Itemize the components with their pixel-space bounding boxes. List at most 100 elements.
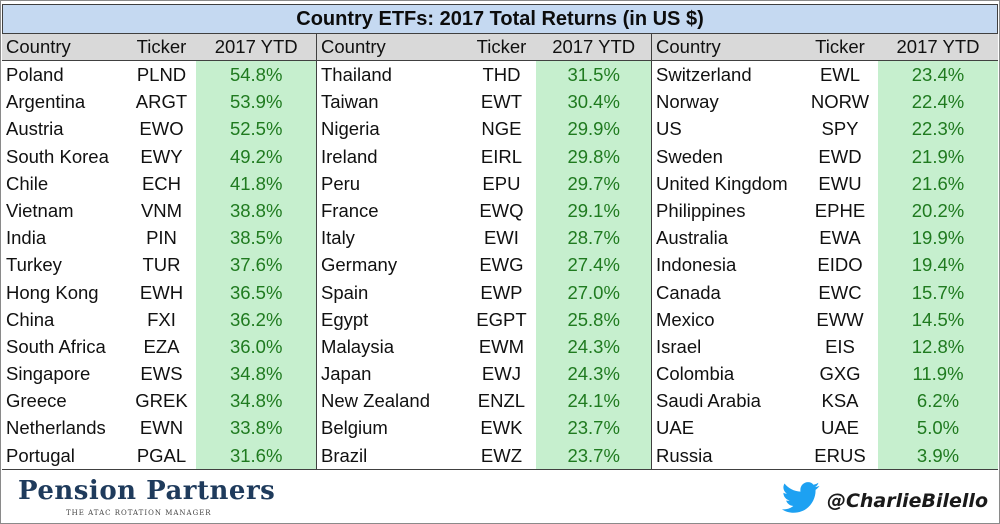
ytd-return-cell: 24.1% [536, 387, 651, 415]
ytd-return-cell: 5.0% [878, 414, 998, 442]
ticker-cell: SPY [821, 118, 859, 140]
ytd-return-cell: 53.9% [196, 88, 316, 116]
ytd-return-cell: 24.3% [536, 360, 651, 388]
ytd-return-cell: 31.6% [196, 441, 316, 469]
ticker-cell: TUR [142, 254, 181, 276]
table-row: Poland PLND 54.8% [2, 61, 316, 89]
column-group-3: Country Ticker 2017 YTD Switzerland EWL 23… [652, 33, 998, 469]
country-cell: Netherlands [6, 417, 106, 439]
ticker-cell: EZA [143, 335, 180, 357]
country-cell: Chile [6, 172, 49, 194]
country-cell: Greece [6, 390, 67, 412]
ticker-cell: NORW [810, 91, 870, 113]
country-cell: Turkey [6, 254, 62, 276]
header-row: Country Ticker 2017 YTD [2, 33, 316, 61]
country-cell: Spain [321, 281, 369, 303]
table-row: Japan EWJ 24.3% [317, 360, 651, 388]
ytd-return-cell: 12.8% [878, 332, 998, 361]
header-country: Country [321, 36, 386, 57]
ytd-return-cell: 21.6% [878, 169, 998, 197]
ytd-return-cell: 24.3% [536, 332, 651, 361]
country-cell: Vietnam [6, 199, 74, 221]
ytd-return-cell: 49.2% [196, 142, 316, 170]
header-row: Country Ticker 2017 YTD [652, 33, 998, 61]
ytd-return-cell: 29.1% [536, 196, 651, 225]
ticker-cell: EGPT [476, 308, 527, 330]
country-cell: Ireland [321, 145, 378, 167]
country-cell: China [6, 308, 55, 330]
ticker-cell: ECH [141, 172, 182, 194]
ytd-return-cell: 14.5% [878, 305, 998, 333]
ticker-cell: EWP [480, 281, 523, 303]
table-row: South Korea EWY 49.2% [2, 142, 316, 170]
ticker-cell: EWI [483, 227, 519, 249]
ticker-cell: EWT [480, 91, 522, 113]
table-row: Nigeria NGE 29.9% [317, 115, 651, 143]
table-row: US SPY 22.3% [652, 115, 998, 143]
table-row: France EWQ 29.1% [317, 196, 651, 225]
returns-table: Country Ticker 2017 YTD Poland PLND 54.8% A… [2, 33, 998, 469]
ytd-return-cell: 6.2% [878, 387, 998, 415]
country-cell: Japan [321, 363, 372, 385]
ytd-return-cell: 27.4% [536, 251, 651, 279]
country-cell: Thailand [321, 64, 392, 85]
ytd-return-cell: 38.5% [196, 224, 316, 252]
ticker-cell: NGE [481, 118, 522, 140]
country-cell: Brazil [321, 444, 368, 466]
country-cell: Malaysia [321, 335, 394, 357]
ytd-return-cell: 41.8% [196, 169, 316, 197]
table-row: Canada EWC 15.7% [652, 278, 998, 306]
country-cell: South Korea [6, 145, 109, 167]
table-row: India PIN 38.5% [2, 224, 316, 252]
country-cell: Indonesia [656, 254, 737, 276]
ytd-return-cell: 22.4% [878, 88, 998, 116]
country-cell: France [321, 199, 379, 221]
ticker-cell: EIDO [817, 254, 863, 276]
ytd-return-cell: 3.9% [878, 441, 998, 469]
ytd-return-cell: 28.7% [536, 224, 651, 252]
header-ticker: Ticker [476, 36, 527, 57]
table-row: Austria EWO 52.5% [2, 115, 316, 143]
ticker-cell: EIS [825, 335, 855, 357]
ytd-return-cell: 15.7% [878, 278, 998, 306]
ticker-cell: PGAL [136, 444, 187, 466]
ytd-return-cell: 29.8% [536, 142, 651, 170]
ticker-cell: EPU [482, 172, 521, 194]
ticker-cell: EWG [479, 254, 524, 276]
table-row: Portugal PGAL 31.6% [2, 441, 316, 469]
table-row: Belgium EWK 23.7% [317, 414, 651, 442]
country-cell: Hong Kong [6, 281, 99, 303]
country-cell: Australia [656, 227, 728, 249]
country-cell: Egypt [321, 308, 369, 330]
pension-partners-logo: Pension Partners THE ATAC ROTATION MANAG… [18, 476, 275, 517]
table-row: Chile ECH 41.8% [2, 169, 316, 197]
ytd-return-cell: 29.7% [536, 169, 651, 197]
ytd-return-cell: 19.4% [878, 251, 998, 279]
table-row: Brazil EWZ 23.7% [317, 441, 651, 469]
ytd-return-cell: 21.9% [878, 142, 998, 170]
ticker-cell: EWC [818, 281, 862, 303]
table-row: Netherlands EWN 33.8% [2, 414, 316, 442]
country-cell: Nigeria [321, 118, 380, 140]
ytd-return-cell: 34.8% [196, 387, 316, 415]
ticker-cell: EWY [140, 145, 183, 167]
ytd-return-cell: 37.6% [196, 251, 316, 279]
ticker-cell: EWD [818, 145, 862, 167]
ticker-cell: ENZL [477, 390, 526, 412]
country-cell: Peru [321, 172, 361, 194]
ticker-cell: EWL [819, 64, 861, 85]
table-row: Colombia GXG 11.9% [652, 360, 998, 388]
ticker-cell: EWQ [479, 199, 524, 221]
country-cell: Singapore [6, 363, 91, 385]
ytd-return-cell: 27.0% [536, 278, 651, 306]
header-row: Country Ticker 2017 YTD [317, 33, 651, 61]
table-row: Israel EIS 12.8% [652, 332, 998, 361]
footer: Pension Partners THE ATAC ROTATION MANAG… [2, 469, 998, 523]
ytd-return-cell: 31.5% [536, 61, 651, 89]
ticker-cell: EWH [139, 281, 184, 303]
twitter-handle: @CharlieBilello [781, 482, 988, 519]
country-cell: Taiwan [321, 91, 379, 113]
ticker-cell: ERUS [814, 444, 866, 466]
country-cell: Russia [656, 444, 713, 466]
table-row: UAE UAE 5.0% [652, 414, 998, 442]
